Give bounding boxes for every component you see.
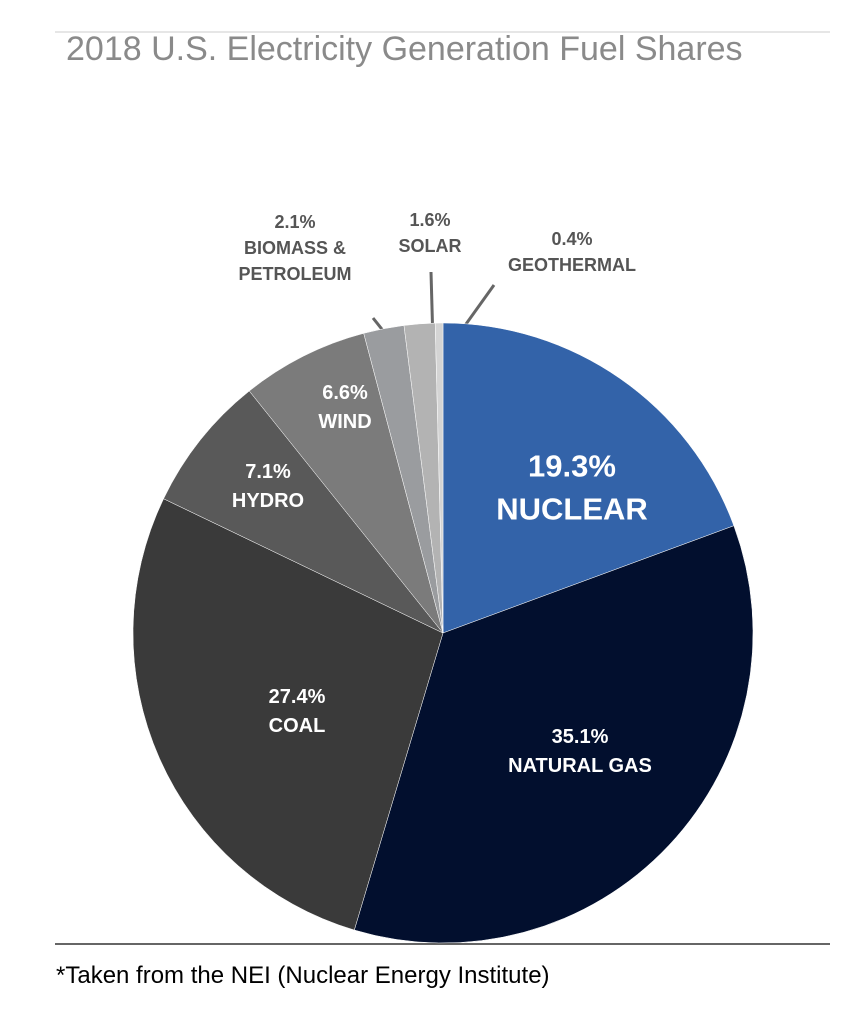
value-label: 27.4% [268,686,326,708]
value-label: 19.3% [528,448,616,484]
value-label: 6.6% [322,382,368,404]
value-label: 2.1% [274,211,316,232]
slice-label: 0.4% GEOTHERMAL [487,226,657,278]
pie [132,322,754,944]
slice-label: 2.1% BIOMASS & PETROLEUM [213,209,378,287]
footnote: *Taken from the NEI (Nuclear Energy Inst… [56,962,550,989]
value-label: 1.6% [409,209,451,230]
value-label: 0.4% [551,228,593,249]
category-label: GEOTHERMAL [508,255,636,275]
category-label: COAL [268,715,326,737]
category-label: HYDRO [231,490,305,512]
category-label: BIOMASS & PETROLEUM [238,237,352,285]
pie-slice [442,322,735,634]
value-label: 7.1% [245,461,291,483]
slice-label: 6.6% WIND [285,379,405,437]
category-label: NUCLEAR [496,492,648,527]
category-label: WIND [318,411,372,433]
pie-slice [353,525,754,944]
pie-slice [248,333,444,634]
chart-title: 2018 U.S. Electricity Generation Fuel Sh… [66,30,743,68]
slice-label: 35.1% NATURAL GAS [470,723,690,781]
value-label: 35.1% [551,726,609,748]
category-label: NATURAL GAS [508,755,652,777]
pie-slice [132,498,444,931]
category-label: SOLAR [398,236,462,256]
slice-label: 27.4% COAL [217,683,377,741]
slice-label: 1.6% SOLAR [375,207,485,259]
pie-slice [163,390,444,634]
pie-slice [434,322,444,634]
slice-label: 7.1% HYDRO [208,458,328,516]
slice-label: 19.3% NUCLEAR [442,445,702,532]
